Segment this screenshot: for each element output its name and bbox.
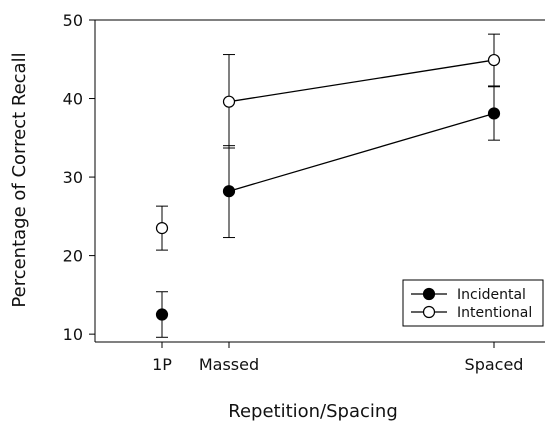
- series-incidental: [155, 86, 501, 338]
- legend-swatch-marker: [422, 287, 436, 301]
- legend-box: [402, 279, 544, 327]
- data-point: [222, 95, 236, 108]
- series-layer: [155, 33, 501, 338]
- y-tick-label: 20: [63, 247, 83, 266]
- y-tick-label: 40: [63, 90, 83, 109]
- data-point: [155, 222, 169, 235]
- x-tick-label: Massed: [199, 355, 259, 374]
- x-tick-label: Spaced: [465, 355, 524, 374]
- legend-label: Incidental: [457, 287, 526, 303]
- series-line: [228, 112, 495, 192]
- x-tick-label: 1P: [152, 355, 172, 374]
- data-point: [487, 107, 501, 120]
- y-tick-label: 30: [63, 168, 83, 187]
- y-tick-label: 10: [63, 325, 83, 344]
- data-point: [155, 308, 169, 321]
- data-point: [487, 53, 501, 67]
- data-point: [222, 185, 236, 198]
- y-tick-label: 50: [63, 11, 83, 30]
- series-intentional: [155, 33, 501, 251]
- axes: [94, 19, 545, 343]
- series-line: [228, 59, 495, 103]
- legend: Incidental Intentional: [402, 279, 544, 327]
- tick-layer: 10 20 30 40 50 1P Massed Spaced: [63, 11, 524, 374]
- legend-label: Intentional: [457, 305, 532, 321]
- x-axis-label: Repetition/Spacing: [228, 401, 398, 422]
- legend-swatch-marker: [422, 305, 436, 319]
- y-axis-label: Percentage of Correct Recall: [9, 52, 30, 307]
